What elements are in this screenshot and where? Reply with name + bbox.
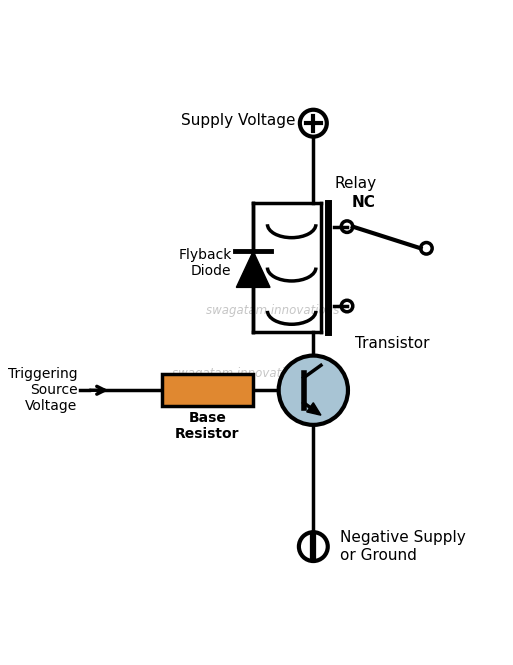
Text: Relay: Relay — [335, 176, 377, 191]
Text: Supply Voltage: Supply Voltage — [181, 113, 295, 128]
Text: Transistor: Transistor — [355, 336, 430, 350]
Text: Triggering
Source
Voltage: Triggering Source Voltage — [8, 367, 77, 414]
Text: Flyback
Diode: Flyback Diode — [178, 247, 231, 278]
Bar — [162, 374, 253, 406]
Text: Negative Supply
or Ground: Negative Supply or Ground — [340, 531, 465, 563]
Text: swagatam innovations: swagatam innovations — [172, 367, 305, 380]
Text: swagatam innovations: swagatam innovations — [206, 305, 339, 317]
Polygon shape — [236, 251, 270, 287]
Circle shape — [279, 356, 348, 425]
Polygon shape — [307, 403, 321, 415]
Text: Base
Resistor: Base Resistor — [175, 411, 240, 441]
Text: NC: NC — [352, 195, 376, 210]
